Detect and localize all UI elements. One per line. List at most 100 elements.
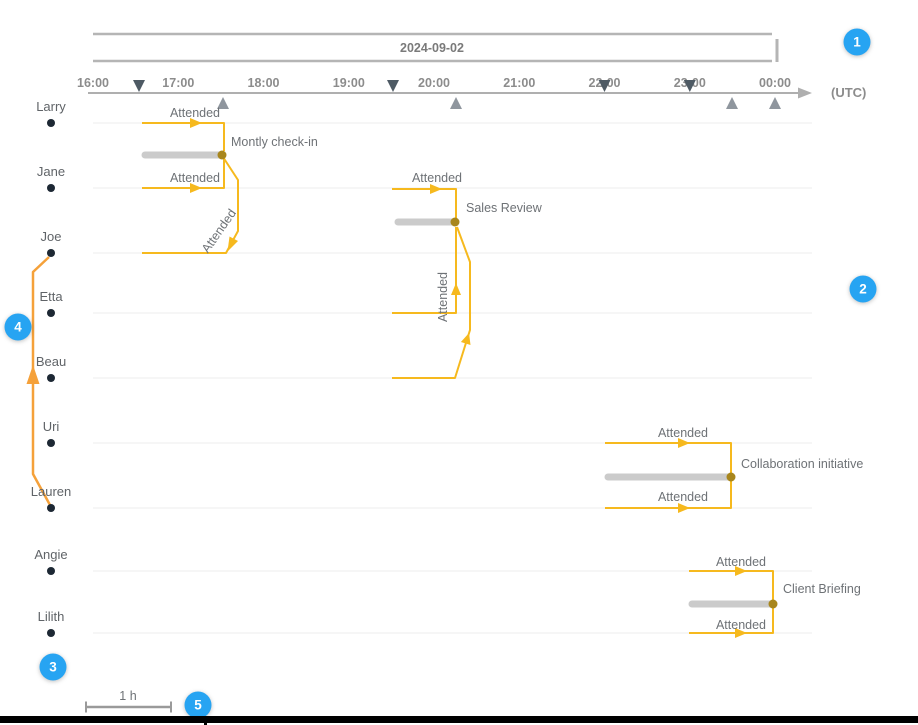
arrowhead-icon bbox=[678, 503, 690, 513]
arrowhead-icon bbox=[430, 184, 442, 194]
attended-label: Attended bbox=[199, 206, 239, 255]
callout-badge-2[interactable]: 2 bbox=[849, 275, 877, 303]
end-marker-icon bbox=[769, 97, 781, 109]
time-axis: 16:00 17:00 18:00 19:00 20:00 21:00 22:0… bbox=[77, 76, 866, 109]
attendee-path-larry bbox=[142, 122, 225, 151]
attended-label: Attended bbox=[716, 555, 766, 569]
timezone-label: (UTC) bbox=[831, 85, 866, 100]
meeting-title: Client Briefing bbox=[783, 582, 861, 596]
person-dot bbox=[47, 119, 55, 127]
attendee-path-angie bbox=[689, 570, 774, 600]
badge-number: 1 bbox=[853, 35, 861, 50]
bottom-edge-notch bbox=[204, 716, 207, 725]
arrowhead-icon bbox=[190, 118, 202, 128]
axis-arrow-icon bbox=[798, 87, 812, 99]
tick-label: 16:00 bbox=[77, 76, 109, 90]
person-name: Jane bbox=[37, 164, 65, 179]
tick-label: 00:00 bbox=[759, 76, 791, 90]
start-marker-icon bbox=[598, 80, 611, 92]
arrowhead-icon bbox=[227, 236, 238, 252]
bottom-edge-bar bbox=[0, 716, 918, 723]
attended-label: Attended bbox=[170, 171, 220, 185]
person-name: Uri bbox=[43, 419, 60, 434]
time-scale-legend: 1 h bbox=[85, 689, 172, 713]
meeting-dot bbox=[217, 150, 227, 160]
end-marker-icon bbox=[726, 97, 738, 109]
arrowhead-icon bbox=[735, 628, 747, 638]
tick-label: 20:00 bbox=[418, 76, 450, 90]
badge-number: 3 bbox=[49, 660, 57, 675]
attendee-path-joe bbox=[142, 156, 239, 254]
meeting-client-briefing: Attended Attended Client Briefing bbox=[688, 555, 861, 638]
meeting-montly-check-in: Attended Attended Attended Montly check-… bbox=[141, 106, 318, 256]
attendee-path-jane bbox=[142, 159, 225, 189]
person-dot bbox=[47, 249, 55, 257]
arrowhead-icon bbox=[460, 333, 471, 345]
arrowhead-icon bbox=[451, 283, 461, 295]
person-dot bbox=[47, 374, 55, 382]
arrowhead-icon bbox=[678, 438, 690, 448]
meeting-title: Montly check-in bbox=[231, 135, 318, 149]
attended-label: Attended bbox=[658, 490, 708, 504]
people-column: Larry Jane Joe Etta Beau Uri Lauren Angi… bbox=[31, 99, 71, 637]
person-dot bbox=[47, 504, 55, 512]
arrowhead-icon bbox=[735, 566, 747, 576]
badge-number: 2 bbox=[859, 282, 867, 297]
tick-label: 21:00 bbox=[503, 76, 535, 90]
attendee-path-beau bbox=[392, 226, 471, 379]
meeting-title: Sales Review bbox=[466, 201, 543, 215]
badge-number: 5 bbox=[194, 698, 202, 713]
meeting-dot bbox=[450, 217, 460, 227]
attended-label: Attended bbox=[170, 106, 220, 120]
attended-label: Attended bbox=[412, 171, 462, 185]
meeting-start-markers bbox=[133, 80, 696, 92]
badge-circle[interactable] bbox=[849, 275, 877, 303]
end-marker-icon bbox=[217, 97, 229, 109]
attendee-path-etta bbox=[392, 227, 457, 314]
person-dot bbox=[47, 629, 55, 637]
person-name: Etta bbox=[39, 289, 63, 304]
attendee-path-lauren bbox=[605, 481, 732, 509]
relation-arrowhead-icon bbox=[26, 365, 40, 384]
person-name: Beau bbox=[36, 354, 66, 369]
tick-label: 17:00 bbox=[162, 76, 194, 90]
attendee-path-jane bbox=[392, 188, 457, 218]
badge-circle[interactable] bbox=[39, 653, 67, 681]
person-dot bbox=[47, 567, 55, 575]
scale-label: 1 h bbox=[119, 689, 136, 703]
person-name: Lilith bbox=[38, 609, 65, 624]
person-relation-arrow bbox=[26, 256, 52, 506]
meeting-dot bbox=[768, 599, 778, 609]
callout-badge-1[interactable]: 1 bbox=[843, 28, 871, 56]
person-name: Larry bbox=[36, 99, 66, 114]
badge-number: 4 bbox=[14, 320, 22, 335]
person-dot bbox=[47, 309, 55, 317]
person-dot bbox=[47, 184, 55, 192]
start-marker-icon bbox=[387, 80, 399, 92]
person-name: Joe bbox=[41, 229, 62, 244]
meeting-title: Collaboration initiative bbox=[741, 457, 863, 471]
attendee-path-lilith bbox=[689, 608, 774, 634]
badge-circle[interactable] bbox=[4, 313, 32, 341]
meeting-sales-review: Attended Attended Sales Review bbox=[392, 171, 543, 379]
start-marker-icon bbox=[683, 80, 696, 92]
callout-badge-4[interactable]: 4 bbox=[4, 313, 32, 341]
end-marker-icon bbox=[450, 97, 462, 109]
date-label: 2024-09-02 bbox=[400, 41, 464, 55]
tick-label: 19:00 bbox=[333, 76, 365, 90]
meeting-dot bbox=[726, 472, 736, 482]
person-name: Angie bbox=[34, 547, 67, 562]
attended-label: Attended bbox=[658, 426, 708, 440]
attended-label: Attended bbox=[436, 272, 450, 322]
arrowhead-icon bbox=[190, 183, 202, 193]
callout-badge-5[interactable]: 5 bbox=[184, 691, 212, 719]
callout-badge-3[interactable]: 3 bbox=[39, 653, 67, 681]
badge-circle[interactable] bbox=[843, 28, 871, 56]
attended-label: Attended bbox=[716, 618, 766, 632]
person-dot bbox=[47, 439, 55, 447]
tick-label: 18:00 bbox=[248, 76, 280, 90]
meeting-end-markers bbox=[217, 97, 781, 109]
date-band: 2024-09-02 bbox=[93, 32, 779, 63]
badge-circle[interactable] bbox=[184, 691, 212, 719]
